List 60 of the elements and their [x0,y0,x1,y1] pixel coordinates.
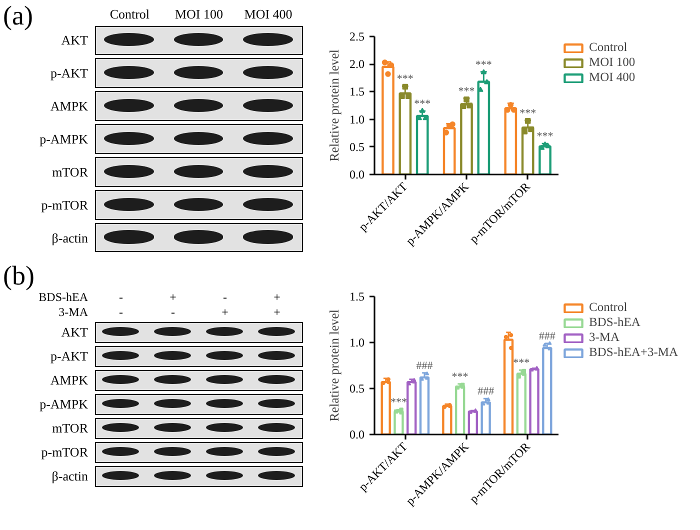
text: + [222,305,228,319]
y-tick-label: 1.5 [350,84,364,99]
data-label: *** [458,85,475,98]
legend-label: 3-MA [589,330,620,345]
data-label: ### [478,386,495,398]
text: - [171,305,175,319]
text: (a) [3,0,33,30]
text: + [170,290,176,304]
text: + [274,290,280,304]
category-label: p-AMPK [40,396,88,412]
legend-label: MOI 100 [589,55,636,70]
category-label: mTOR [52,420,88,436]
category-label: AKT [61,32,88,48]
data-label: *** [452,370,468,383]
y-tick-label: 1.5 [350,290,364,304]
legend-label: Control [589,300,628,315]
category-label: MOI 400 [244,6,292,22]
data-label: ### [416,360,434,372]
y-axis-title: Relative protein level [326,309,342,422]
data-label: *** [396,73,414,86]
legend-label: BDS-hEA+3-MA [589,345,678,360]
y-tick-label: 0.0 [350,168,364,182]
data-label: *** [414,98,431,110]
legend-label: MOI 400 [589,70,636,85]
text: + [274,305,280,319]
category-label: β-actin [52,468,88,484]
data-label: *** [390,396,407,409]
y-tick-label: 2.0 [350,57,364,72]
category-label: p-AKT [50,66,88,81]
text: - [119,290,123,304]
data-label: *** [475,58,492,71]
y-tick-label: 1.0 [350,336,364,350]
category-label: p-mTOR [41,197,88,212]
text: - [119,305,123,319]
category-label: 3-MA [58,305,88,319]
category-label: β-actin [52,230,88,246]
category-label: p-mTOR [41,444,88,460]
y-tick-label: 1.0 [350,112,364,126]
y-tick-label: 2.5 [350,30,364,44]
category-label: MOI 100 [174,6,224,22]
y-tick-label: 0.5 [350,382,364,396]
category-label: p-AKT [50,348,88,364]
category-label: AKT [61,324,88,340]
category-label: BDS-hEA [38,290,88,304]
category-label: AMPK [50,98,88,114]
category-label: Control [110,6,150,22]
data-label: *** [536,130,554,143]
legend-label: Control [589,40,628,55]
data-label: ### [538,330,556,342]
legend-label: BDS-hEA [589,315,640,330]
category-label: p-AMPK [40,132,88,146]
y-tick-label: 0.0 [350,428,364,442]
y-tick-label: 0.5 [350,140,364,154]
data-label: *** [513,357,530,370]
category-label: mTOR [52,164,88,180]
text: (b) [3,260,34,290]
text: - [223,290,227,304]
y-axis-title: Relative protein level [326,49,342,162]
data-label: *** [520,107,536,120]
category-label: AMPK [50,372,88,388]
